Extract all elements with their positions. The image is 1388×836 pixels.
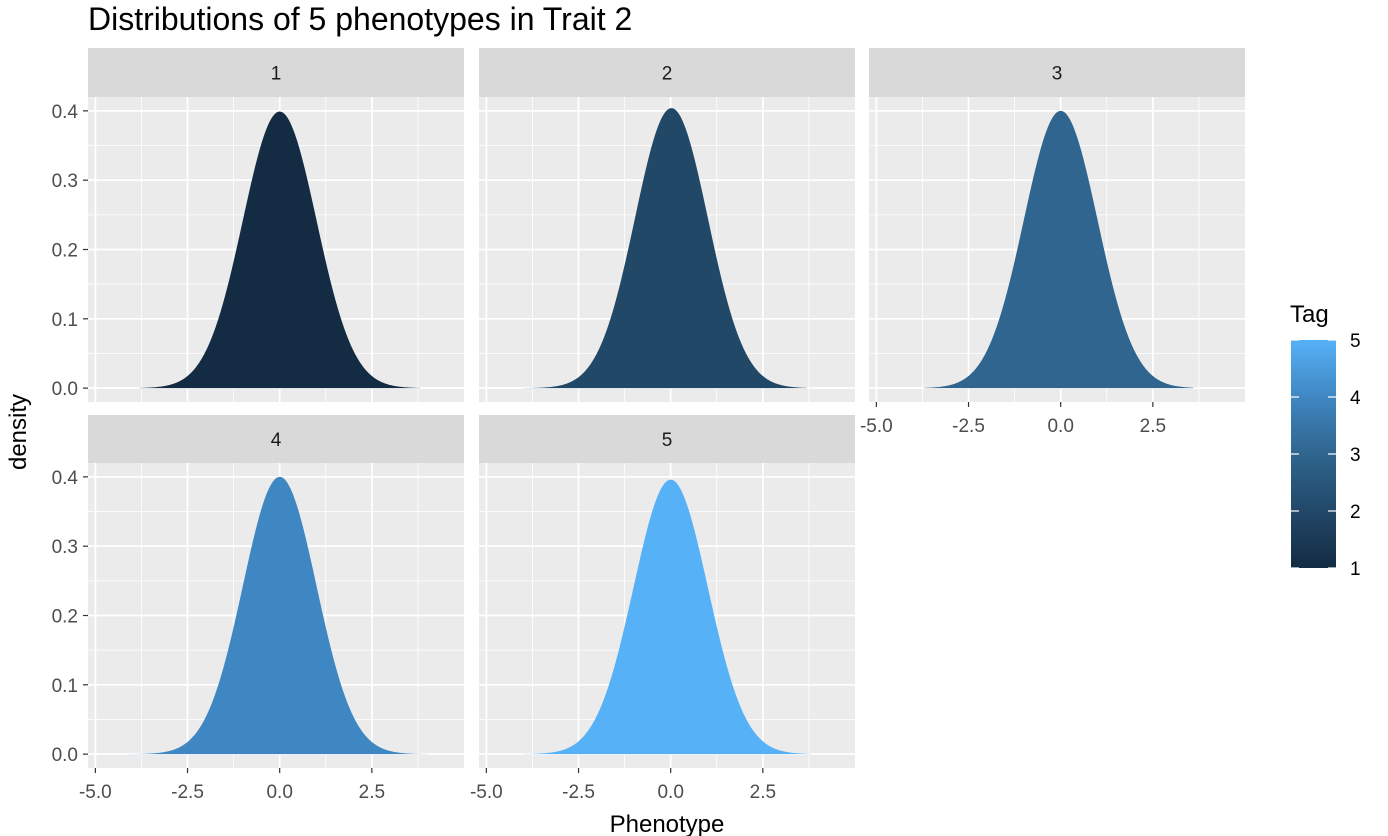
y-tick-label: 0.0 xyxy=(52,379,78,400)
x-tick-label: -5.0 xyxy=(860,416,893,437)
legend-label: 2 xyxy=(1350,502,1361,523)
x-tick-label: 2.5 xyxy=(750,782,776,803)
y-tick-label: 0.1 xyxy=(52,676,78,697)
y-tick-label: 0.3 xyxy=(52,171,78,192)
strip-5 xyxy=(479,415,855,463)
legend-label: 1 xyxy=(1350,559,1361,580)
y-tick-label: 0.3 xyxy=(52,537,78,558)
y-tick-label: 0.4 xyxy=(52,102,79,123)
density-area-2 xyxy=(523,108,808,389)
strip-2 xyxy=(479,48,855,97)
y-tick-label: 0.0 xyxy=(52,745,78,766)
y-tick-label: 0.2 xyxy=(52,241,78,262)
x-tick-label: 2.5 xyxy=(359,782,385,803)
legend-title: Tag xyxy=(1290,301,1329,328)
strip-label-1: 1 xyxy=(271,64,282,85)
strip-3 xyxy=(869,48,1245,97)
strip-label-4: 4 xyxy=(271,430,282,451)
strip-4 xyxy=(88,415,464,463)
legend-ticks: 5 4 3 2 1 xyxy=(1291,331,1361,580)
chart-title: Distributions of 5 phenotypes in Trait 2 xyxy=(88,1,632,37)
legend-label: 3 xyxy=(1350,445,1361,466)
strip-1 xyxy=(88,48,464,97)
density-area-3 xyxy=(924,110,1194,389)
panel-2: 2 xyxy=(479,48,855,402)
x-tick-label: -5.0 xyxy=(470,782,503,803)
x-axis-title: Phenotype xyxy=(610,811,725,836)
panel-5: 5 -5.0 -2.5 0.0 2.5 xyxy=(470,415,855,803)
y-tick-label: 0.2 xyxy=(52,607,78,628)
density-area-4 xyxy=(124,476,428,755)
x-tick-label: 2.5 xyxy=(1140,416,1166,437)
panel-3: 3 -5.0 -2.5 0.0 2.5 xyxy=(860,48,1245,437)
x-tick-label: -2.5 xyxy=(562,782,595,803)
panel-1: 1 0.0 0.1 0.2 0.3 0.4 xyxy=(52,48,464,402)
strip-label-5: 5 xyxy=(662,430,673,451)
x-tick-label: -2.5 xyxy=(952,416,985,437)
legend-label: 4 xyxy=(1350,388,1361,409)
x-tick-label: 0.0 xyxy=(266,782,292,803)
facet-panels: 1 0.0 0.1 0.2 0.3 0.4 2 3 -5.0 -2.5 0.0 2.5 4 0.0 0.1 0… xyxy=(52,48,1245,803)
y-tick-label: 0.4 xyxy=(52,468,79,489)
legend: Tag 5 4 3 2 1 xyxy=(1290,301,1361,580)
y-axis-title: density xyxy=(5,394,32,470)
strip-label-2: 2 xyxy=(662,64,673,85)
strip-label-3: 3 xyxy=(1052,64,1063,85)
x-tick-label: 0.0 xyxy=(1047,416,1073,437)
legend-label: 5 xyxy=(1350,331,1361,352)
x-tick-label: -5.0 xyxy=(79,782,112,803)
x-tick-label: -2.5 xyxy=(171,782,204,803)
density-area-1 xyxy=(139,111,420,389)
y-tick-label: 0.1 xyxy=(52,310,78,331)
density-area-5 xyxy=(523,479,811,755)
panel-4: 4 0.0 0.1 0.2 0.3 0.4 -5.0 -2.5 0.0 2.5 xyxy=(52,415,464,803)
x-tick-label: 0.0 xyxy=(657,782,683,803)
